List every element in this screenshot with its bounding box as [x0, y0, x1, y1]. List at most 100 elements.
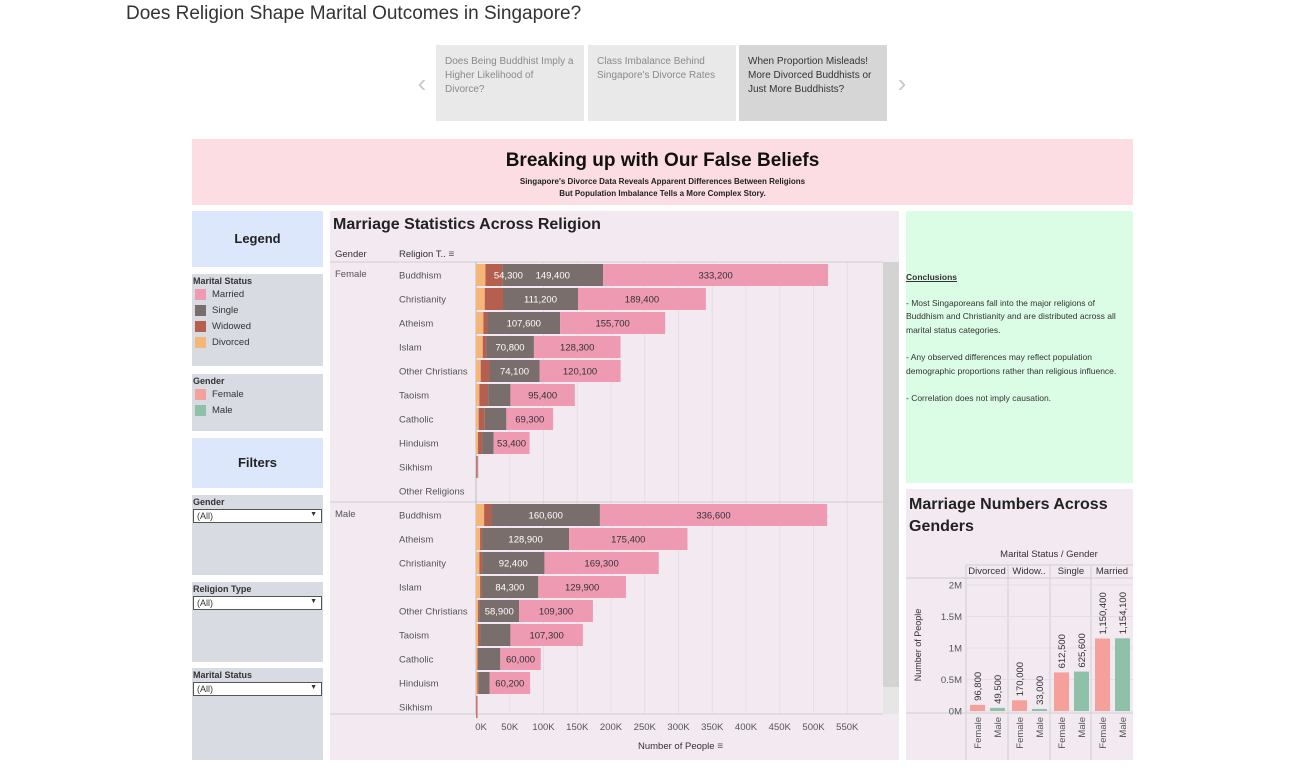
legend-item-male[interactable]: Male	[192, 402, 323, 418]
bar-married	[544, 552, 659, 574]
marital-status-filter: Marital Status (All) ▼	[192, 668, 323, 760]
legend-item-single[interactable]: Single	[192, 302, 323, 318]
data-label: 120,100	[563, 367, 597, 378]
legend-heading: Legend	[192, 211, 323, 267]
data-label: 95,400	[528, 391, 557, 402]
religion-chart-panel: Marriage Statistics Across Religion Gend…	[330, 211, 899, 760]
scrollbar-thumb[interactable]	[883, 262, 899, 687]
religion-type-filter-label: Religion Type	[193, 584, 252, 594]
data-label: 84,300	[495, 583, 524, 594]
religion-row-label: Catholic	[399, 655, 434, 666]
conclusions-panel: Conclusions - Most Singaporeans fall int…	[906, 211, 1133, 483]
gender-filter-dropdown[interactable]: (All) ▼	[193, 509, 322, 523]
bar-single	[482, 552, 545, 574]
single-swatch	[195, 304, 206, 316]
religion-row-label: Catholic	[399, 415, 434, 426]
banner-subtitle-line2: But Population Imbalance Tells a More Co…	[559, 189, 766, 198]
religion-row-label: Islam	[399, 343, 422, 354]
x-tick-label: Female	[1015, 717, 1026, 749]
bar-widowed-female	[1012, 700, 1027, 711]
religion-type-filter-dropdown[interactable]: (All) ▼	[193, 596, 322, 610]
x-tick-label: 250K	[634, 722, 657, 733]
legend-item-widowed[interactable]: Widowed	[192, 318, 323, 334]
legend-item-female[interactable]: Female	[192, 386, 323, 402]
bar-married	[510, 624, 583, 646]
bar-widowed	[480, 576, 482, 598]
bar-divorced	[476, 576, 481, 598]
x-tick-label: 50K	[501, 722, 519, 733]
data-label: 58,900	[485, 607, 514, 618]
legend-item-divorced[interactable]: Divorced	[192, 334, 323, 350]
y-axis-title: Number of People	[913, 609, 923, 682]
x-tick-label: Male	[993, 717, 1004, 738]
male-swatch	[195, 404, 206, 416]
bar-married	[519, 600, 593, 622]
religion-column-header-label: Religion T..	[399, 249, 446, 260]
bar-widowed	[477, 648, 479, 670]
bar-widowed	[480, 528, 483, 550]
bar-single	[484, 408, 507, 430]
filters-heading: Filters	[192, 438, 323, 488]
bar-single	[482, 432, 494, 454]
marital-status-filter-label: Marital Status	[193, 670, 253, 680]
story-tab-1[interactable]: Does Being Buddhist Imply a Higher Likel…	[436, 45, 584, 121]
bar-widowed	[485, 264, 503, 286]
data-label: 92,400	[499, 559, 528, 570]
data-label: 49,500	[993, 675, 1004, 704]
religion-row-label: Taoism	[399, 631, 429, 642]
female-swatch	[195, 388, 206, 400]
bar-widowed	[478, 432, 483, 454]
bar-widowed	[477, 672, 479, 694]
data-label: 74,100	[500, 367, 529, 378]
chevron-right-icon[interactable]: ›	[897, 68, 907, 98]
bar-single	[487, 312, 561, 334]
x-axis-title: Number of People ≡	[638, 741, 723, 752]
y-tick-label: 0.5M	[941, 675, 962, 686]
x-tick-label: Male	[1035, 717, 1046, 738]
bar-widowed	[484, 504, 492, 526]
story-tab-2[interactable]: Class Imbalance Behind Singapore's Divor…	[588, 45, 736, 121]
data-label: 170,000	[1015, 662, 1026, 696]
bar-divorced	[476, 504, 485, 526]
banner: Breaking up with Our False Beliefs Singa…	[192, 139, 1133, 205]
marital-status-filter-dropdown[interactable]: (All) ▼	[193, 682, 322, 696]
bar-married-male	[1115, 638, 1130, 711]
religion-chart-title: Marriage Statistics Across Religion	[333, 216, 601, 233]
y-tick-label: 0M	[949, 707, 962, 718]
bar-single	[479, 600, 520, 622]
legend-item-label: Male	[212, 404, 233, 416]
bar-divorced	[476, 384, 480, 406]
data-label: 60,200	[495, 679, 524, 690]
gender-filter: Gender (All) ▼	[192, 495, 323, 575]
legend-item-married[interactable]: Married	[192, 286, 323, 302]
x-tick-label: 450K	[769, 722, 792, 733]
bar-single	[502, 264, 604, 286]
bar-married	[539, 360, 621, 382]
bar-single-female	[1054, 672, 1069, 711]
chevron-left-icon[interactable]: ‹	[417, 68, 427, 98]
bar-married	[477, 696, 479, 718]
bar-married	[560, 312, 666, 334]
bar-single	[503, 288, 579, 310]
story-tab-3[interactable]: When Proportion Misleads! More Divorced …	[739, 45, 887, 121]
religion-row-label: Buddhism	[399, 511, 441, 522]
sort-icon[interactable]: ≡	[717, 741, 724, 752]
bar-married	[477, 456, 479, 478]
bar-single	[478, 672, 490, 694]
bar-widowed	[483, 312, 488, 334]
sort-icon[interactable]: ≡	[448, 249, 455, 260]
x-tick-label: 0K	[475, 722, 487, 733]
bar-single	[482, 528, 570, 550]
gender-chart-title-line: Marriage Numbers Across	[909, 496, 1108, 513]
dropdown-value: (All)	[197, 598, 213, 608]
widowed-swatch	[195, 320, 206, 332]
gender-column-header[interactable]: Gender	[335, 249, 367, 260]
gender-chart-svg: Marital Status / Gender Divorced Widow.. Si…	[906, 549, 1133, 760]
religion-row-label: Atheism	[399, 319, 433, 330]
legend-item-label: Divorced	[212, 336, 250, 348]
x-tick-label: Male	[1077, 717, 1088, 738]
bar-married	[510, 384, 575, 406]
religion-column-header[interactable]: Religion T.. ≡	[399, 249, 454, 260]
data-label: 175,400	[611, 535, 645, 546]
column-group-header: Marital Status / Gender	[1000, 549, 1098, 560]
